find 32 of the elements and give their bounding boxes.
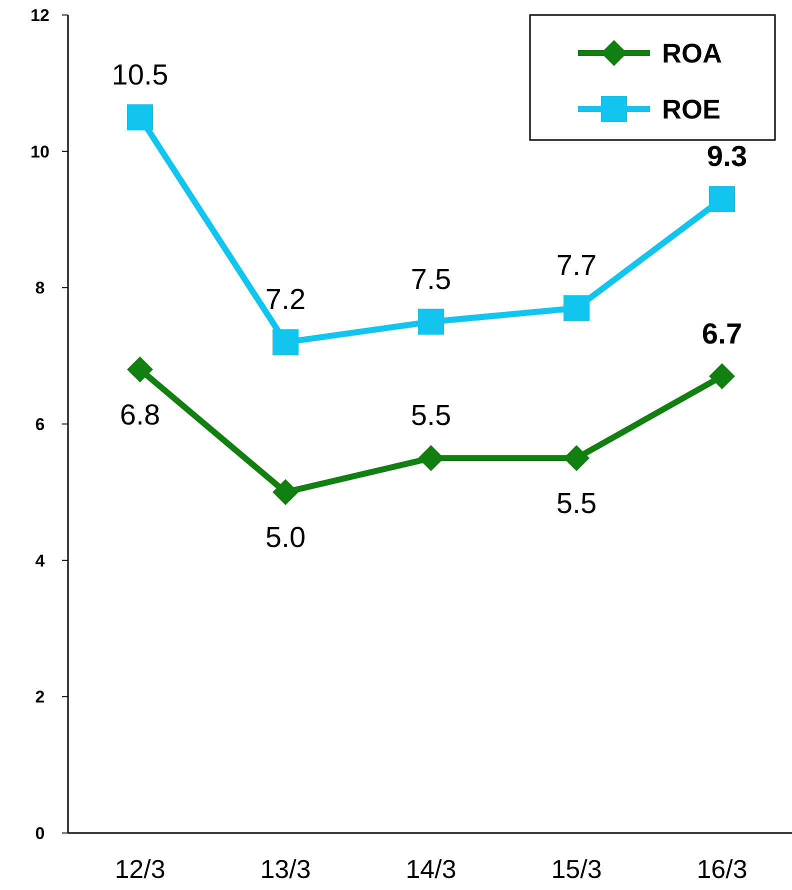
x-tick-label: 13/3 bbox=[260, 854, 311, 884]
legend-label: ROA bbox=[662, 38, 722, 68]
x-tick-label: 15/3 bbox=[551, 854, 602, 884]
y-tick-label: 0 bbox=[35, 824, 45, 843]
data-label: 5.5 bbox=[410, 400, 452, 432]
x-tick-label: 16/3 bbox=[696, 854, 748, 884]
data-label: 10.5 bbox=[112, 59, 168, 92]
y-tick-label: 10 bbox=[30, 142, 50, 162]
point bbox=[127, 104, 153, 130]
point bbox=[564, 295, 590, 322]
point bbox=[127, 356, 153, 382]
data-label: 7.2 bbox=[265, 284, 306, 316]
data-label: 7.7 bbox=[556, 250, 597, 282]
data-label: 5.0 bbox=[265, 522, 306, 554]
y-tick-label: 2 bbox=[35, 688, 45, 707]
legend-label: ROE bbox=[662, 94, 721, 124]
x-tick-label: 12/3 bbox=[114, 854, 166, 884]
data-label: 6.8 bbox=[120, 399, 160, 432]
y-tick-label: 6 bbox=[35, 414, 45, 434]
data-label: 9.3 bbox=[706, 141, 748, 174]
point bbox=[418, 308, 444, 335]
y-tick-label: 4 bbox=[35, 551, 46, 570]
x-tick-label: 14/3 bbox=[406, 854, 456, 884]
y-tick-label: 8 bbox=[35, 278, 45, 298]
point bbox=[709, 363, 735, 390]
data-label: 5.5 bbox=[556, 488, 597, 520]
point bbox=[272, 329, 298, 356]
point bbox=[709, 186, 735, 212]
data-label: 6.7 bbox=[702, 318, 742, 350]
data-label: 7.5 bbox=[410, 264, 452, 296]
y-tick-label: 12 bbox=[30, 6, 50, 25]
point bbox=[272, 479, 298, 506]
